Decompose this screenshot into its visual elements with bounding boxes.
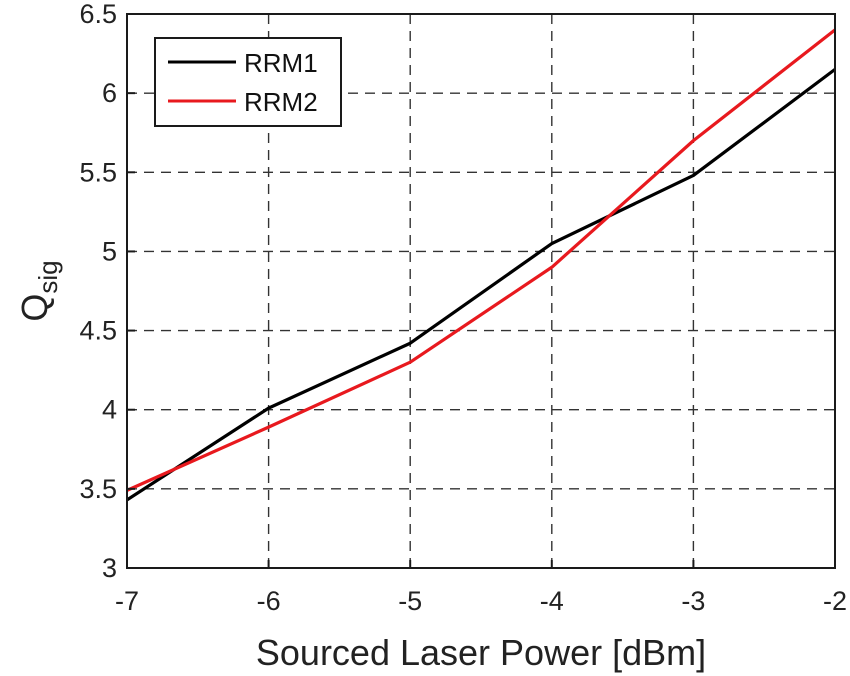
y-tick-label: 5 [102, 236, 117, 266]
svg-text:Qsig: Qsig [14, 260, 63, 321]
series-line-rrm1 [126, 68, 836, 502]
x-tick-label: -4 [540, 586, 564, 616]
x-tick-label: -7 [115, 586, 139, 616]
y-tick-label: 3 [102, 553, 117, 583]
series-line-rrm2 [126, 28, 836, 492]
legend-box [154, 37, 342, 127]
y-tick-label: 4.5 [79, 316, 117, 346]
y-tick-label: 6.5 [79, 0, 117, 29]
y-tick-label: 3.5 [79, 474, 117, 504]
legend-label-rrm2: RRM2 [244, 87, 318, 117]
legend-label-rrm1: RRM1 [244, 48, 318, 78]
axis-ticks: -7 -6 -5 -4 -3 -2 3 3.5 4 4.5 5 5.5 6 6.5 [79, 0, 847, 616]
y-axis-label: Qsig [14, 260, 63, 321]
y-axis-label-sub: sig [33, 260, 63, 293]
plot-frame [126, 13, 836, 569]
y-tick-label: 6 [102, 78, 117, 108]
series-layer [126, 28, 836, 502]
y-axis-label-main: Q [14, 294, 55, 322]
x-tick-label: -6 [257, 586, 281, 616]
x-tick-label: -2 [823, 586, 847, 616]
y-tick-label: 5.5 [79, 157, 117, 187]
y-tick-label: 4 [102, 395, 117, 425]
legend: RRM1 RRM2 [154, 37, 342, 127]
x-tick-label: -3 [681, 586, 705, 616]
x-tick-label: -5 [398, 586, 422, 616]
x-axis-label: Sourced Laser Power [dBm] [256, 632, 706, 673]
grid-lines [127, 14, 835, 568]
